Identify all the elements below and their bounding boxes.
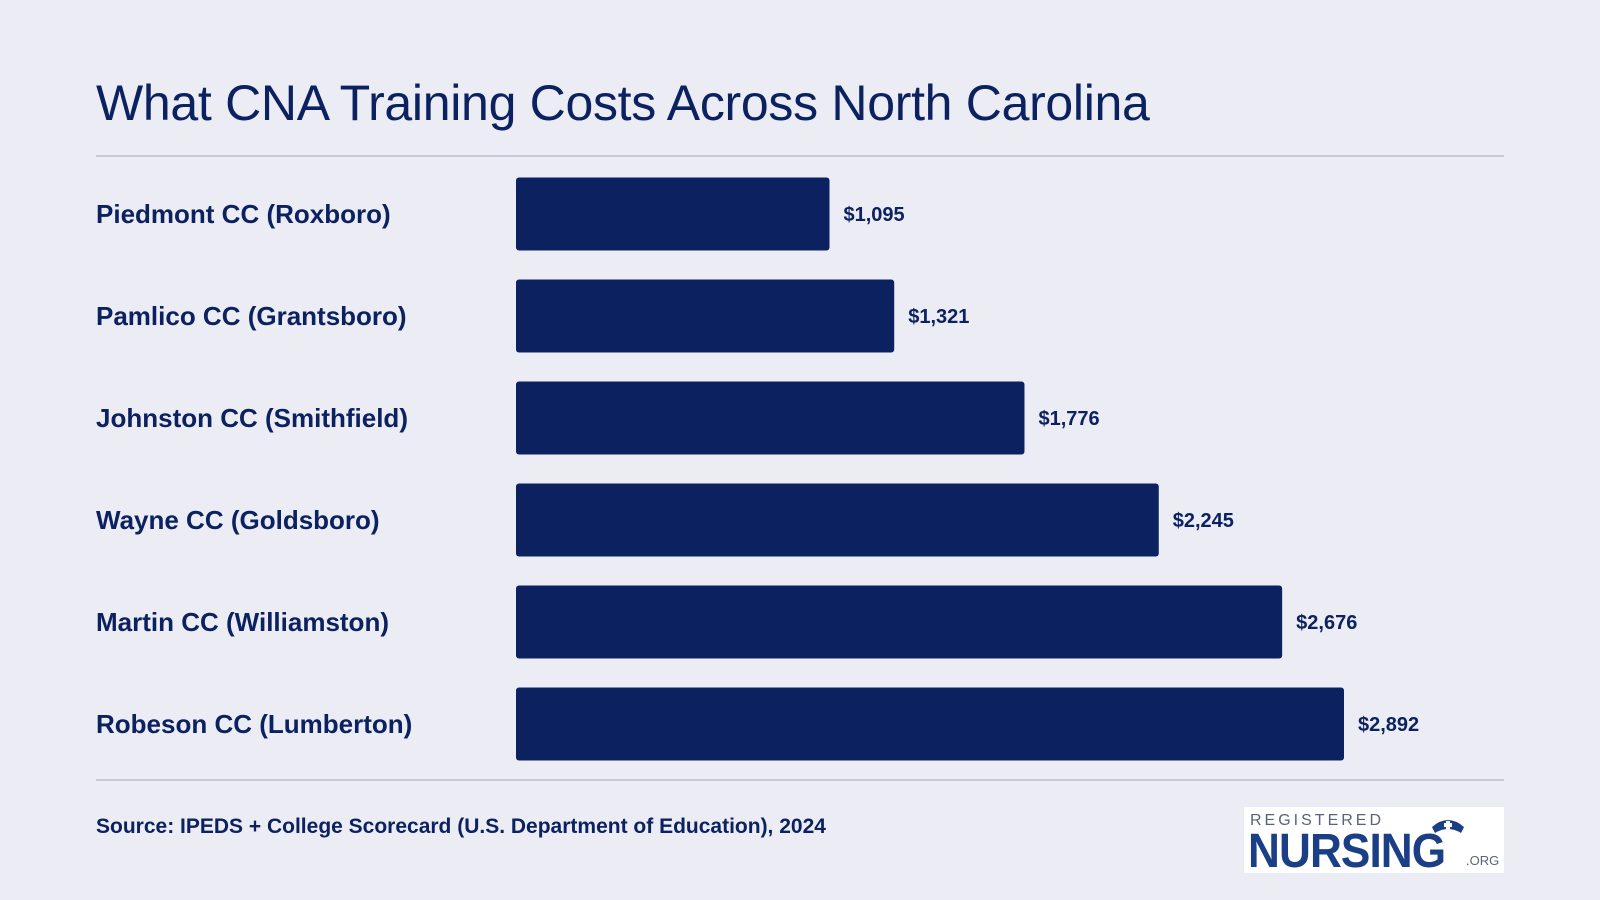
- bar: [516, 177, 830, 251]
- bar: [516, 483, 1159, 557]
- value-label: $1,095: [844, 204, 905, 226]
- bar: [516, 279, 895, 353]
- bottom-divider: [96, 779, 1504, 781]
- chart-title: What CNA Training Costs Across North Car…: [96, 75, 1150, 131]
- registered-nursing-logo: REGISTERED NURSING .ORG: [1244, 807, 1504, 878]
- value-label: $1,321: [908, 306, 969, 328]
- category-label: Pamlico CC (Grantsboro): [96, 301, 407, 331]
- top-divider: [96, 155, 1504, 157]
- value-label: $1,776: [1038, 408, 1099, 430]
- category-label: Piedmont CC (Roxboro): [96, 199, 391, 229]
- category-label: Martin CC (Williamston): [96, 607, 389, 637]
- value-label: $2,245: [1173, 510, 1234, 532]
- category-label: Johnston CC (Smithfield): [96, 403, 408, 433]
- nurse-cap-icon: [1432, 820, 1464, 833]
- source-note: Source: IPEDS + College Scorecard (U.S. …: [96, 815, 826, 838]
- bar: [516, 585, 1283, 659]
- category-label: Robeson CC (Lumberton): [96, 709, 412, 739]
- category-label: Wayne CC (Goldsboro): [96, 505, 380, 535]
- logo-top-text: REGISTERED: [1250, 812, 1385, 829]
- value-label: $2,676: [1296, 612, 1357, 634]
- bar: [516, 381, 1025, 455]
- logo-suffix: .ORG: [1466, 853, 1500, 868]
- logo-main-text: NURSING: [1248, 825, 1446, 878]
- bar: [516, 687, 1344, 761]
- value-label: $2,892: [1358, 714, 1419, 736]
